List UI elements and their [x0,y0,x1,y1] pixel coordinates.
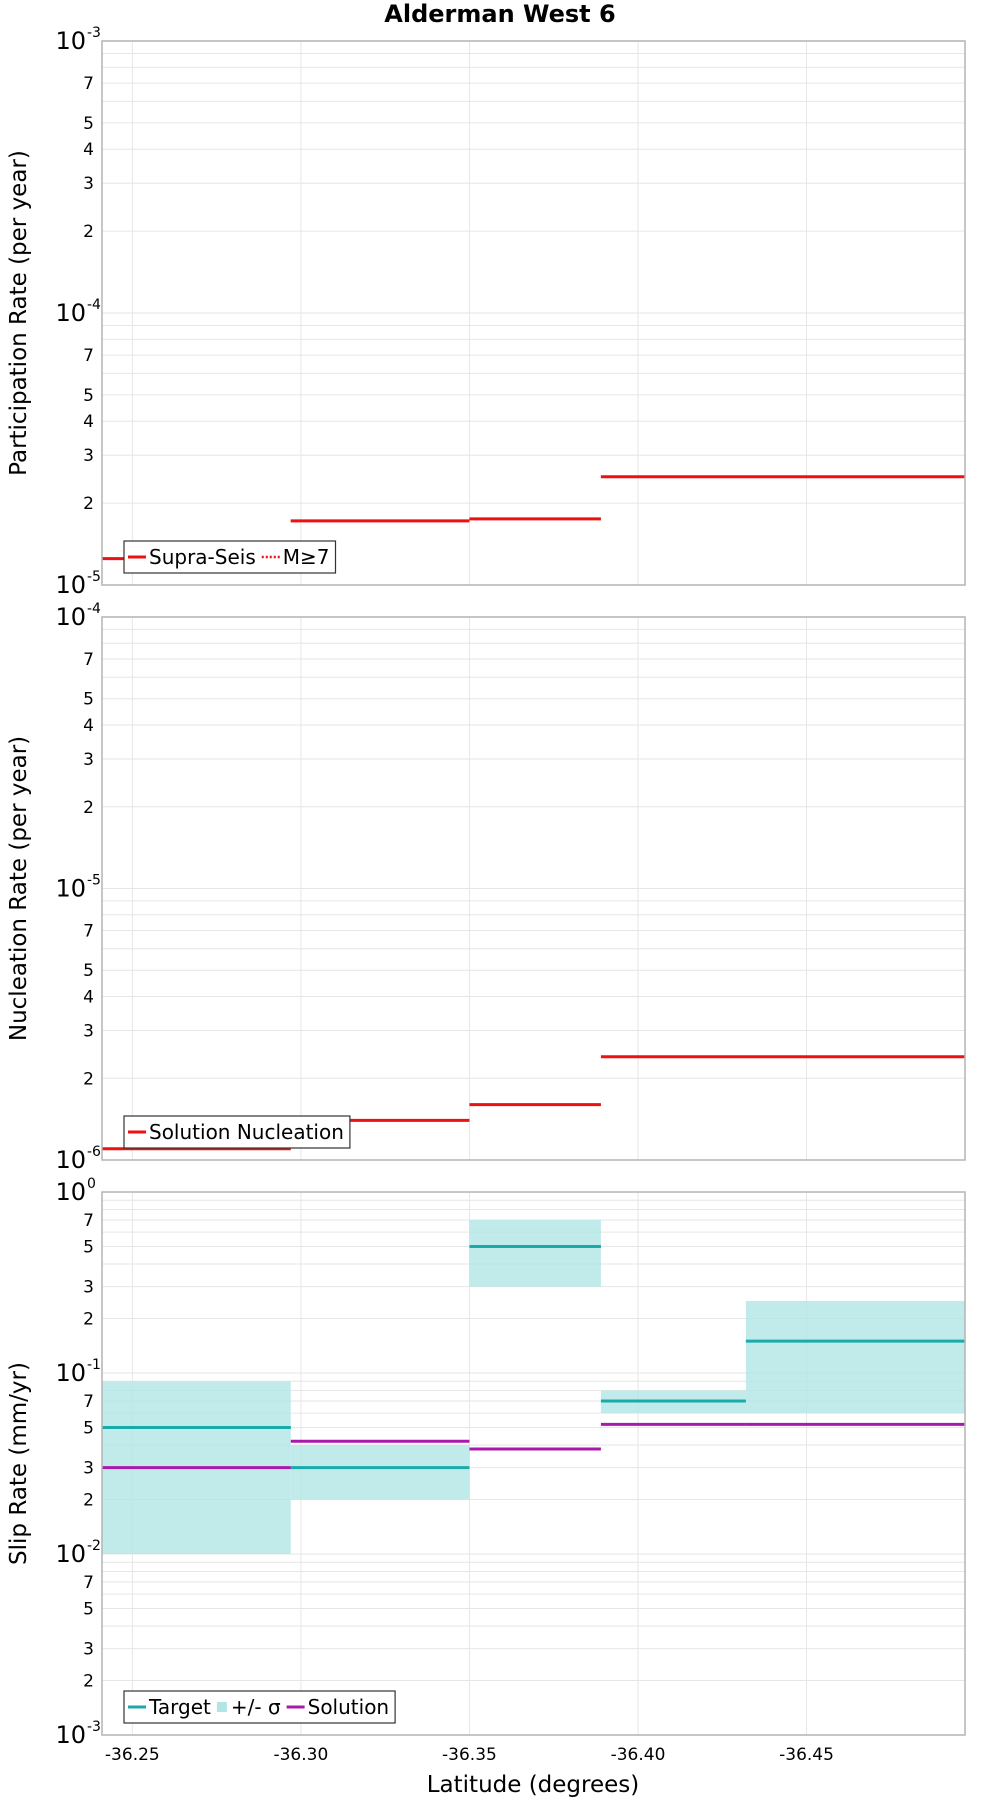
x-tick-label: -36.35 [442,1745,497,1765]
y-tick-label: 7 [83,346,94,366]
legend-box [123,540,337,574]
y-tick-label: 4 [83,140,94,160]
y-tick-label: 4 [83,988,94,1008]
y-tick-base: 10 [55,1359,86,1387]
legend-label: Solution [308,1695,389,1719]
y-tick-label: 2 [83,798,94,818]
y-tick-label: 3 [83,1459,94,1479]
y-tick-label: 5 [83,690,94,710]
y-tick-label: 5 [83,961,94,981]
x-tick-label: -36.25 [105,1745,160,1765]
x-tick-labels: -36.25 -36.30 -36.35 -36.40 -36.45 [105,1745,834,1765]
x-tick-label: -36.45 [779,1745,834,1765]
legend-label: +/- σ [231,1695,281,1719]
y-tick-exponent: -5 [87,569,101,585]
y-tick-label: 2 [83,222,94,242]
y-tick-exponent: -1 [87,1357,101,1373]
y-tick-label: 3 [83,446,94,466]
y-tick-label-major: 10 -3 [55,1719,101,1749]
y-tick-label: 7 [83,1211,94,1231]
y-tick-label: 2 [83,1491,94,1511]
y-tick-base: 10 [55,1146,86,1174]
y-tick-label: 3 [83,1640,94,1660]
y-tick-label: 5 [83,1418,94,1438]
x-tick-label: -36.30 [273,1745,328,1765]
y-tick-exponent: -3 [87,25,101,41]
legend-label: Target [148,1695,211,1719]
y-tick-label: 7 [83,74,94,94]
legend: Target +/- σ Solution [123,1690,396,1724]
y-tick-label: 7 [83,922,94,942]
sigma-band [469,1220,601,1287]
y-tick-label-major: 10 -5 [55,569,101,599]
legend-swatch [216,1702,227,1712]
sigma-band [745,1300,965,1414]
y-axis-label: Participation Rate (per year) [6,150,32,476]
legend-label: Solution Nucleation [149,1120,344,1144]
y-tick-label: 2 [83,1672,94,1692]
y-tick-label-major: 10 0 [55,1176,95,1206]
y-tick-label-major: 10 -2 [55,1538,101,1568]
y-tick-label-major: 10 -4 [55,297,101,327]
y-tick-label: 3 [83,1278,94,1298]
y-tick-label: 5 [83,1237,94,1257]
y-tick-exponent: -5 [87,873,101,889]
y-tick-label: 7 [83,1392,94,1412]
y-tick-base: 10 [55,1178,86,1206]
y-tick-label-major: 10 -1 [55,1357,101,1387]
plot-frame [101,1191,966,1736]
y-tick-base: 10 [55,571,86,599]
y-tick-label: 2 [83,494,94,514]
y-tick-base: 10 [55,1721,86,1749]
y-tick-exponent: -4 [87,601,101,617]
legend-box [123,1115,351,1149]
y-tick-label-major: 10 -6 [55,1144,101,1174]
y-tick-label: 4 [83,412,94,432]
plot-frame [101,616,966,1161]
y-tick-label: 2 [83,1310,94,1330]
y-tick-label: 3 [83,174,94,194]
y-tick-label: 5 [83,1599,94,1619]
y-tick-base: 10 [55,299,86,327]
y-tick-exponent: -4 [87,297,101,313]
y-tick-label: 3 [83,750,94,770]
y-tick-label: 2 [83,1069,94,1089]
y-axis-label: Slip Rate (mm/yr) [6,1362,32,1565]
sigma-band [290,1445,470,1500]
legend: Solution Nucleation [123,1115,351,1149]
y-tick-base: 10 [55,875,86,903]
plot-frame [101,40,966,586]
y-tick-base: 10 [55,27,86,55]
legend-label: M≥7 [283,545,330,569]
y-tick-base: 10 [55,603,86,631]
y-tick-exponent: -2 [87,1538,101,1554]
y-tick-label-major: 10 -4 [55,601,101,631]
y-tick-exponent: 0 [87,1176,96,1192]
chart-title: Alderman West 6 [384,0,615,28]
y-tick-label: 3 [83,1021,94,1041]
y-tick-exponent: -3 [87,1719,101,1735]
y-tick-label: 5 [83,114,94,134]
legend: Supra-Seis M≥7 [123,540,337,574]
y-tick-label-major: 10 -5 [55,873,101,903]
y-axis-label: Nucleation Rate (per year) [6,736,32,1041]
legend-box [123,1690,396,1724]
y-tick-label-major: 10 -3 [55,25,101,55]
y-tick-label: 7 [83,1573,94,1593]
legend-label: Supra-Seis [149,545,256,569]
x-axis-label: Latitude (degrees) [427,1772,640,1798]
y-tick-exponent: -6 [87,1144,101,1160]
y-tick-base: 10 [55,1540,86,1568]
y-tick-label: 4 [83,716,94,736]
x-tick-label: -36.40 [611,1745,666,1765]
y-tick-label: 7 [83,650,94,670]
y-tick-label: 5 [83,386,94,406]
